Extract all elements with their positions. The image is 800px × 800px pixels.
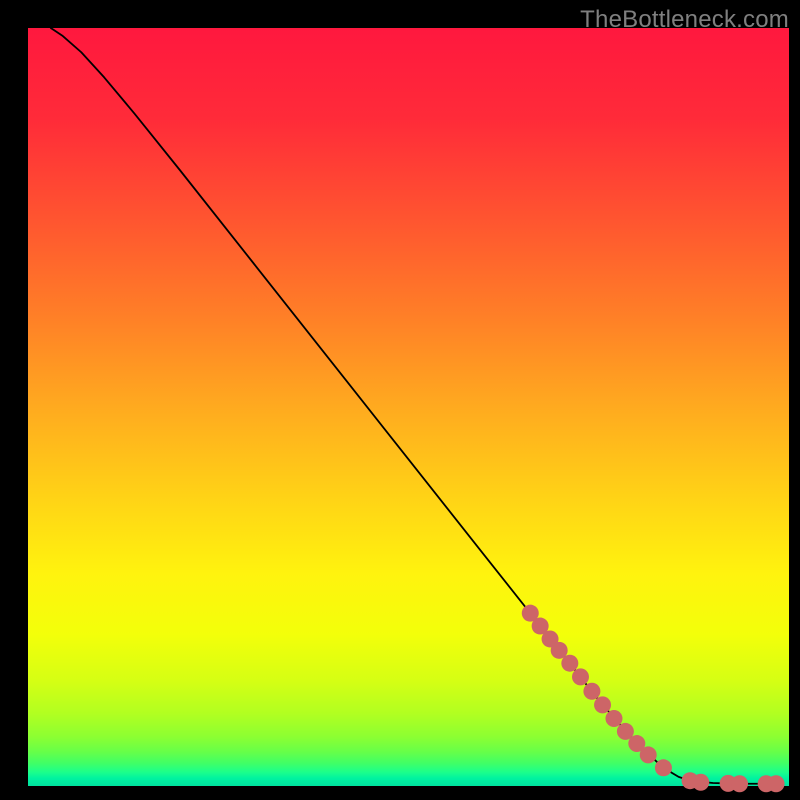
data-marker [551,642,568,659]
data-marker [628,735,645,752]
data-marker [768,775,785,792]
data-marker [605,710,622,727]
watermark-text: TheBottleneck.com [580,6,789,34]
data-marker [561,655,578,672]
curve-line [51,28,770,784]
data-marker [731,775,748,792]
data-marker [655,759,672,776]
bottleneck-chart [0,0,800,800]
markers-group [522,605,785,793]
data-marker [542,630,559,647]
data-marker [758,775,775,792]
data-marker [617,723,634,740]
data-marker [583,683,600,700]
data-marker [572,668,589,685]
data-marker [682,772,699,789]
data-marker [594,696,611,713]
chart-frame: TheBottleneck.com [0,0,800,800]
data-marker [640,746,657,763]
data-marker [720,775,737,792]
data-marker [532,618,549,635]
data-marker [692,774,709,791]
data-marker [522,605,539,622]
plot-background [28,28,789,786]
